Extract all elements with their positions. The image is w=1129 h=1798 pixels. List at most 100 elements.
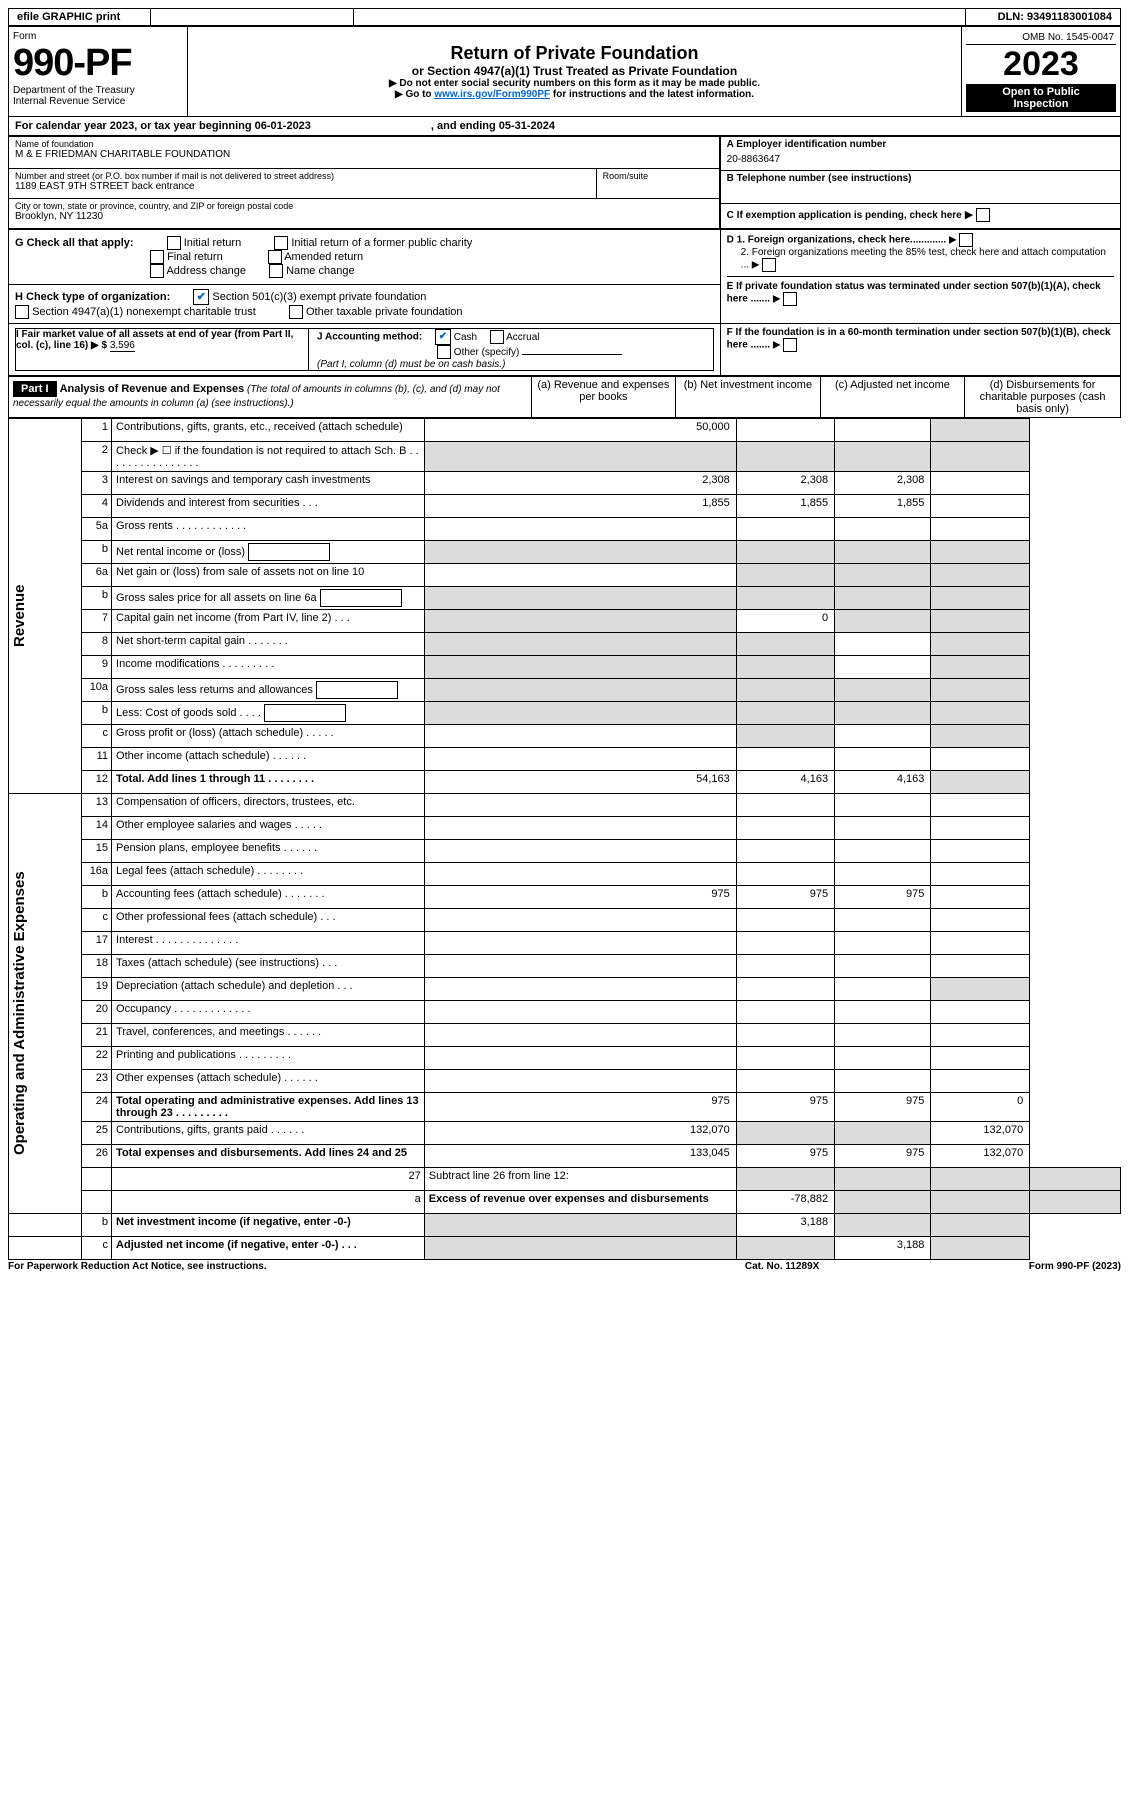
ein-label: A Employer identification number (727, 139, 1114, 150)
cell-c (835, 1122, 931, 1145)
cell-b: 4,163 (736, 771, 834, 794)
cell-c (835, 587, 931, 610)
cell-d: 132,070 (931, 1122, 1030, 1145)
city-label: City or town, state or province, country… (15, 201, 713, 211)
checkbox-initial-former[interactable] (274, 236, 288, 250)
line-label: Total. Add lines 1 through 11 . . . . . … (112, 771, 425, 794)
expenses-sidelabel: Operating and Administrative Expenses (9, 794, 30, 1233)
cell-a (424, 702, 736, 725)
cell-a (424, 656, 736, 679)
cell-a: 975 (424, 886, 736, 909)
cell-c (835, 679, 931, 702)
cell-b (736, 656, 834, 679)
checkbox-initial[interactable] (167, 236, 181, 250)
cell-a (424, 932, 736, 955)
form-subtitle: or Section 4947(a)(1) Trust Treated as P… (192, 64, 957, 78)
line-number: 4 (82, 495, 112, 518)
checkbox-e[interactable] (783, 292, 797, 306)
line-label: Travel, conferences, and meetings . . . … (112, 1024, 425, 1047)
checkbox-h2[interactable] (15, 305, 29, 319)
line-label: Less: Cost of goods sold . . . . (112, 702, 425, 725)
cell-c (835, 725, 931, 748)
cell-a (424, 1001, 736, 1024)
cell-c (835, 863, 931, 886)
cell-b (736, 702, 834, 725)
cell-b: 1,855 (736, 495, 834, 518)
line-label: Gross profit or (loss) (attach schedule)… (112, 725, 425, 748)
cell-c (835, 518, 931, 541)
cell-b (736, 1047, 834, 1070)
g-addr: Address change (166, 265, 246, 277)
cell-a (424, 748, 736, 771)
checkbox-addr[interactable] (150, 264, 164, 278)
cell-d: 132,070 (931, 1145, 1030, 1168)
line-label: Net gain or (loss) from sale of assets n… (112, 564, 425, 587)
checkbox-f[interactable] (783, 338, 797, 352)
cell-b: 975 (736, 1093, 834, 1122)
checkbox-accrual[interactable] (490, 330, 504, 344)
line-number: c (82, 909, 112, 932)
cell-a (424, 1237, 736, 1260)
cell-a (424, 1214, 736, 1237)
cell-c (835, 1214, 931, 1237)
cell-d (931, 886, 1030, 909)
irs-label: Internal Revenue Service (13, 96, 183, 107)
checkbox-other-method[interactable] (437, 345, 451, 359)
checkbox-h3[interactable] (289, 305, 303, 319)
irs-link[interactable]: www.irs.gov/Form990PF (434, 89, 550, 100)
cell-d (931, 656, 1030, 679)
checkbox-final[interactable] (150, 250, 164, 264)
cell-d (931, 587, 1030, 610)
cell-d (931, 679, 1030, 702)
g-initial: Initial return (184, 237, 241, 249)
checkbox-h1[interactable]: ✔ (193, 289, 209, 305)
cell-b: 975 (736, 1145, 834, 1168)
line-number: 5a (82, 518, 112, 541)
cell-a (424, 518, 736, 541)
line-label: Depreciation (attach schedule) and deple… (112, 978, 425, 1001)
i-value: 3,596 (110, 340, 135, 352)
g-label: G Check all that apply: (15, 237, 134, 249)
h-4947: Section 4947(a)(1) nonexempt charitable … (32, 306, 256, 318)
note-ssn: ▶ Do not enter social security numbers o… (192, 78, 957, 89)
cell-a (424, 725, 736, 748)
cell-a (424, 442, 736, 472)
cell-c: 2,308 (835, 472, 931, 495)
checkbox-c[interactable] (976, 208, 990, 222)
cell-c (835, 442, 931, 472)
cell-a: 1,855 (424, 495, 736, 518)
cell-b (736, 863, 834, 886)
calendar-year-row: For calendar year 2023, or tax year begi… (8, 117, 1121, 136)
cell-a (424, 679, 736, 702)
cell-b: 975 (736, 886, 834, 909)
checkbox-name[interactable] (269, 264, 283, 278)
checkbox-d1[interactable] (959, 233, 973, 247)
checkbox-cash[interactable]: ✔ (435, 329, 451, 345)
footer-right: Form 990-PF (2023) (880, 1261, 1121, 1272)
line-number: 23 (82, 1070, 112, 1093)
cell-b (736, 1024, 834, 1047)
cell-b: 2,308 (736, 472, 834, 495)
checkbox-d2[interactable] (762, 258, 776, 272)
line-number: b (82, 886, 112, 909)
cell-c (835, 909, 931, 932)
checkbox-amended[interactable] (268, 250, 282, 264)
cell-b (736, 748, 834, 771)
cell-d (931, 610, 1030, 633)
cell-c (835, 1001, 931, 1024)
submission-date: Submission Date - 2024-07-01 (150, 9, 353, 26)
cell-a (424, 840, 736, 863)
street-address: 1189 EAST 9TH STREET back entrance (15, 181, 590, 192)
i-label: I Fair market value of all assets at end… (16, 329, 293, 351)
g-final: Final return (167, 251, 223, 263)
cell-c (835, 541, 931, 564)
cell-b (736, 1001, 834, 1024)
cell-d (931, 909, 1030, 932)
city-state-zip: Brooklyn, NY 11230 (15, 211, 713, 222)
line-number: 15 (82, 840, 112, 863)
name-label: Name of foundation (15, 139, 713, 149)
line-label: Gross sales price for all assets on line… (112, 587, 425, 610)
cell-d (931, 495, 1030, 518)
line-label: Total operating and administrative expen… (112, 1093, 425, 1122)
line-label: Other expenses (attach schedule) . . . .… (112, 1070, 425, 1093)
